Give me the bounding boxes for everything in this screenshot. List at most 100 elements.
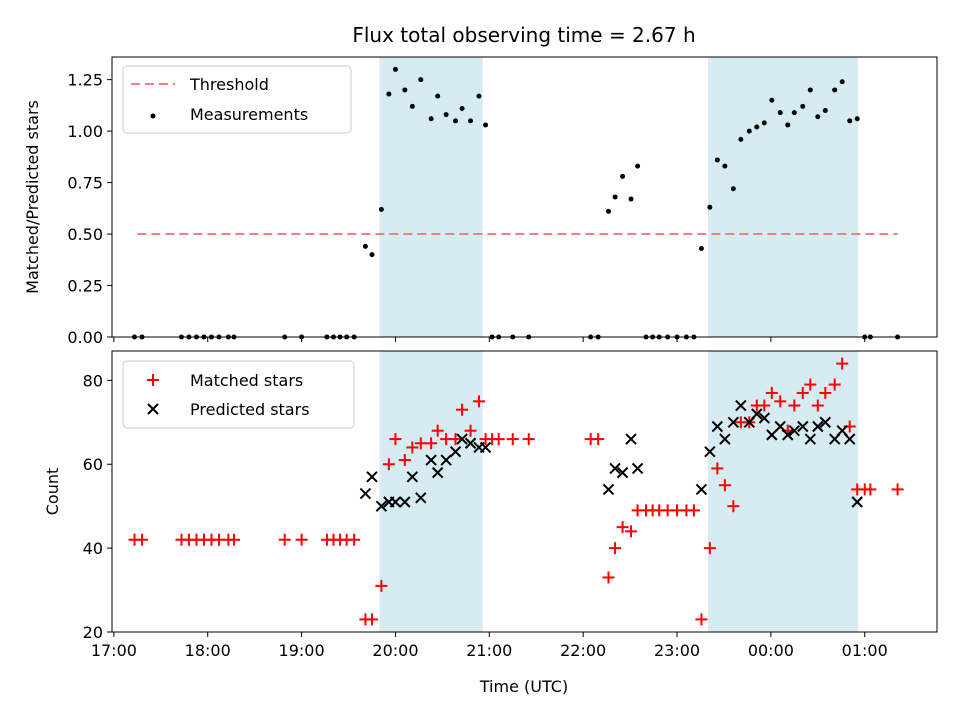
- y-tick-label: 1.00: [67, 122, 103, 141]
- predicted-point: [602, 483, 615, 496]
- legend-predicted-swatch: [147, 403, 159, 415]
- measurement-point: [453, 118, 459, 124]
- y-tick-label: 60: [83, 455, 103, 474]
- measurement-point: [800, 103, 806, 109]
- predicted-point: [389, 496, 402, 508]
- matched-point: [228, 533, 241, 546]
- observing-window-2: [707, 351, 859, 632]
- matched-point: [788, 399, 801, 412]
- predicted-point: [758, 412, 771, 424]
- predicted-point: [735, 399, 747, 412]
- measurement-point: [606, 208, 612, 214]
- measurement-point: [807, 87, 813, 93]
- predicted-point: [399, 496, 411, 508]
- measurement-point: [392, 66, 398, 72]
- top-panel: 0.00 0.25 0.50 0.75 1.00 1.25 Matched/Predict…: [23, 56, 938, 347]
- measurement-point: [746, 128, 752, 134]
- matched-point: [295, 533, 308, 546]
- chart-title: Flux total observing time = 2.67 h: [352, 23, 695, 47]
- matched-point: [464, 424, 477, 437]
- predicted-point: [449, 445, 462, 458]
- predicted-point: [844, 433, 856, 445]
- measurement-point: [714, 157, 720, 163]
- predicted-point: [819, 416, 832, 429]
- measurement-point: [791, 110, 797, 116]
- matched-point: [695, 613, 708, 626]
- x-tick-label: 23:00: [654, 641, 700, 660]
- measurement-point: [483, 122, 489, 128]
- measurement-point: [761, 120, 767, 126]
- measurement-point: [459, 105, 465, 111]
- measurement-point: [698, 245, 704, 251]
- matched-point: [625, 525, 638, 538]
- measurement-point: [468, 118, 474, 124]
- y-tick-label: 0.00: [67, 328, 103, 347]
- observing-window-1: [379, 351, 483, 632]
- bottom-panel: 20 40 60 80 17:00 18:00 19:00 20:00 21:00 22:00 2…: [43, 350, 938, 696]
- bottom-predicted-points: [359, 399, 863, 512]
- top-x-ticks: [113, 337, 866, 342]
- bottom-x-ticks: 17:00 18:00 19:00 20:00 21:00 22:00 23:00 00:00…: [91, 632, 888, 660]
- matched-point: [609, 542, 622, 555]
- matched-point: [348, 533, 361, 546]
- matched-point: [414, 437, 427, 450]
- measurement-point: [409, 103, 415, 109]
- observing-window-1: [379, 57, 483, 337]
- predicted-point: [609, 462, 621, 475]
- predicted-point: [766, 429, 778, 441]
- matched-point: [774, 395, 787, 408]
- matched-point: [389, 433, 402, 446]
- x-axis-label: Time (UTC): [479, 677, 568, 696]
- top-shaded-regions: [379, 57, 859, 337]
- legend-threshold-label: Threshold: [189, 75, 269, 94]
- bottom-legend-box: [122, 360, 355, 429]
- predicted-point: [425, 454, 437, 466]
- measurement-point: [443, 112, 449, 118]
- bottom-y-axis-label: Count: [43, 468, 62, 516]
- matched-point: [425, 437, 438, 450]
- legend-matched-swatch: [147, 374, 159, 386]
- matched-point: [836, 357, 849, 370]
- y-tick-label: 1.25: [67, 71, 103, 90]
- top-legend: Threshold Measurements: [122, 65, 352, 134]
- predicted-point: [616, 466, 629, 479]
- predicted-point: [812, 420, 824, 433]
- top-y-ticks: 0.00 0.25 0.50 0.75 1.00 1.25: [67, 71, 112, 347]
- predicted-point: [788, 424, 801, 437]
- matched-point: [375, 579, 388, 592]
- x-tick-label: 00:00: [748, 641, 794, 660]
- matched-point: [456, 403, 469, 416]
- matched-point: [819, 386, 832, 399]
- predicted-point: [751, 408, 763, 420]
- matched-point: [864, 483, 877, 496]
- x-tick-label: 20:00: [372, 641, 418, 660]
- predicted-point: [464, 437, 477, 449]
- measurement-point: [832, 87, 838, 93]
- predicted-point: [719, 433, 731, 445]
- predicted-point: [456, 433, 468, 445]
- matched-point: [406, 441, 419, 454]
- legend-matched-label: Matched stars: [190, 371, 303, 390]
- y-tick-label: 20: [83, 623, 103, 642]
- x-tick-label: 01:00: [842, 641, 888, 660]
- measurement-point: [707, 204, 713, 210]
- measurement-point: [378, 206, 384, 212]
- predicted-point: [375, 500, 388, 512]
- matched-point: [796, 386, 809, 399]
- predicted-point: [366, 471, 378, 483]
- predicted-point: [479, 441, 492, 454]
- predicted-point: [695, 483, 708, 496]
- measurement-point: [738, 136, 744, 142]
- matched-point: [727, 500, 740, 513]
- measurement-point: [635, 163, 641, 169]
- bottom-axes-frame: [111, 350, 938, 633]
- matched-point: [278, 533, 291, 546]
- measurement-point: [428, 116, 434, 122]
- measurement-point: [769, 97, 775, 103]
- legend-predicted-label: Predicted stars: [190, 400, 310, 419]
- bottom-y-ticks: 20 40 60 80: [83, 371, 112, 642]
- matched-point: [449, 433, 462, 446]
- measurement-point: [785, 122, 791, 128]
- measurement-point: [854, 116, 860, 122]
- matched-point: [765, 386, 778, 399]
